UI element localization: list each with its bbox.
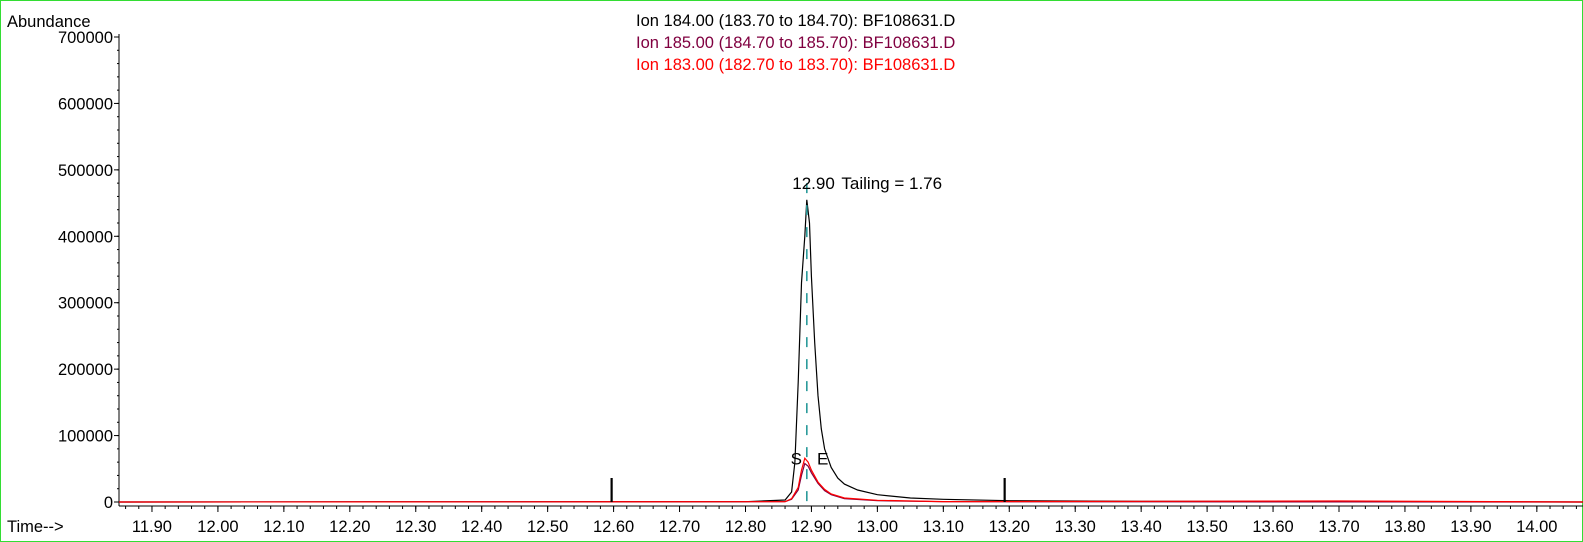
legend-entry: Ion 185.00 (184.70 to 185.70): BF108631.…: [636, 34, 955, 52]
x-tick-label: 11.90: [132, 518, 172, 536]
x-tick-label: 13.60: [1252, 518, 1293, 536]
y-tick-label: 100000: [58, 428, 113, 446]
annotations: 12.90 Tailing = 1.76 S E: [791, 174, 942, 469]
legend-entry: Ion 183.00 (182.70 to 183.70): BF108631.…: [636, 56, 955, 74]
x-tick-label: 12.90: [791, 518, 832, 536]
x-tick-label: 13.90: [1450, 518, 1491, 536]
y-tick-label: 300000: [58, 295, 113, 313]
x-tick-label: 12.50: [527, 518, 568, 536]
axes: [118, 34, 1583, 507]
x-tick-label: 13.70: [1318, 518, 1359, 536]
x-tick-label: 12.80: [725, 518, 766, 536]
x-axis-label: Time-->: [7, 518, 64, 536]
x-tick-label: 12.10: [263, 518, 304, 536]
peak-marks: [610, 183, 1006, 504]
x-tick-label: 13.50: [1186, 518, 1227, 536]
x-tick-label: 13.40: [1121, 518, 1162, 536]
y-tick-label: 0: [104, 494, 113, 512]
legend-entry: Ion 184.00 (183.70 to 184.70): BF108631.…: [636, 12, 955, 30]
x-tick-label: 13.00: [857, 518, 898, 536]
x-tick-label: 14.00: [1516, 518, 1557, 536]
x-tick-label: 13.30: [1055, 518, 1096, 536]
annotation-label: S: [791, 449, 802, 468]
y-tick-label: 200000: [58, 361, 113, 379]
y-tick-label: 400000: [58, 228, 113, 246]
y-tick-label: 600000: [58, 95, 113, 113]
x-tick-label: 13.80: [1384, 518, 1425, 536]
series-line-2: [118, 456, 1583, 503]
x-tick-label: 12.20: [329, 518, 370, 536]
annotation-label: Tailing = 1.76: [841, 174, 942, 193]
x-tick-label: 13.10: [923, 518, 964, 536]
ticks: 0 100000 200000 300000 400000 500000 600000 700…: [58, 29, 1577, 536]
x-tick-label: 12.40: [461, 518, 502, 536]
y-tick-label: 500000: [58, 162, 113, 180]
annotation-label: 12.90: [792, 174, 835, 193]
x-tick-label: 12.00: [197, 518, 238, 536]
annotation-label: E: [817, 449, 828, 468]
y-axis-label: Abundance: [7, 13, 91, 31]
series-lines: [118, 199, 1583, 503]
series-line-1: [118, 462, 1583, 503]
x-tick-label: 12.30: [395, 518, 436, 536]
legend: Ion 184.00 (183.70 to 184.70): BF108631.…: [636, 12, 955, 74]
x-tick-label: 13.20: [989, 518, 1030, 536]
x-tick-label: 12.70: [659, 518, 700, 536]
series-line-0: [118, 199, 1583, 503]
y-tick-label: 700000: [58, 29, 113, 47]
x-tick-label: 12.60: [593, 518, 634, 536]
